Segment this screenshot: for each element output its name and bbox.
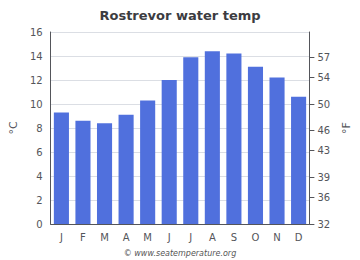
svg-text:43: 43 [317,145,330,156]
svg-text:16: 16 [30,27,43,38]
svg-text:S: S [231,232,237,243]
svg-text:A: A [123,232,130,243]
svg-text:N: N [273,232,280,243]
svg-text:Rostrevor water temp: Rostrevor water temp [99,8,260,23]
svg-text:6: 6 [36,147,42,158]
svg-text:A: A [209,232,216,243]
svg-text:57: 57 [317,52,330,63]
svg-text:4: 4 [36,171,42,182]
svg-text:D: D [295,232,303,243]
svg-text:F: F [80,232,86,243]
svg-text:0: 0 [36,219,42,230]
svg-text:14: 14 [30,51,43,62]
svg-text:J: J [167,232,171,243]
svg-text:°F: °F [340,122,353,134]
svg-text:M: M [100,232,109,243]
svg-text:°C: °C [7,121,20,135]
svg-text:© www.seatemperature.org: © www.seatemperature.org [124,249,236,258]
svg-text:54: 54 [317,72,330,83]
svg-text:M: M [143,232,152,243]
svg-text:O: O [252,232,260,243]
svg-text:J: J [59,232,63,243]
svg-text:50: 50 [317,99,330,110]
svg-text:12: 12 [30,75,43,86]
svg-text:2: 2 [36,195,42,206]
svg-text:32: 32 [317,219,330,230]
svg-text:36: 36 [317,192,330,203]
svg-text:J: J [188,232,192,243]
svg-text:8: 8 [36,123,42,134]
svg-text:39: 39 [317,172,330,183]
svg-text:10: 10 [30,99,43,110]
svg-text:46: 46 [317,125,330,136]
